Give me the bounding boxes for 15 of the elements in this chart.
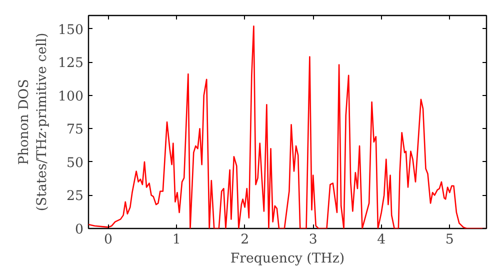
x-tick-label: 0	[104, 232, 113, 248]
y-tick-label: 0	[75, 222, 84, 238]
y-axis-title: Phonon DOS (States/THz·primitive cell)	[17, 32, 50, 212]
x-tick-label: 4	[377, 232, 386, 248]
x-axis-title: Frequency (THz)	[230, 252, 345, 266]
y-tick-label: 125	[58, 56, 84, 72]
y-tick-label: 100	[58, 89, 84, 104]
x-tick-label: 2	[240, 232, 250, 248]
y-tick-label: 150	[58, 22, 84, 38]
y-tick-label: 25	[66, 189, 84, 204]
y-tick-label: 50	[66, 156, 84, 171]
x-tick-label: 5	[445, 232, 454, 248]
y-tick-label: 75	[66, 122, 84, 138]
x-tick-label: 3	[308, 232, 318, 248]
x-tick-label: 1	[172, 232, 181, 248]
